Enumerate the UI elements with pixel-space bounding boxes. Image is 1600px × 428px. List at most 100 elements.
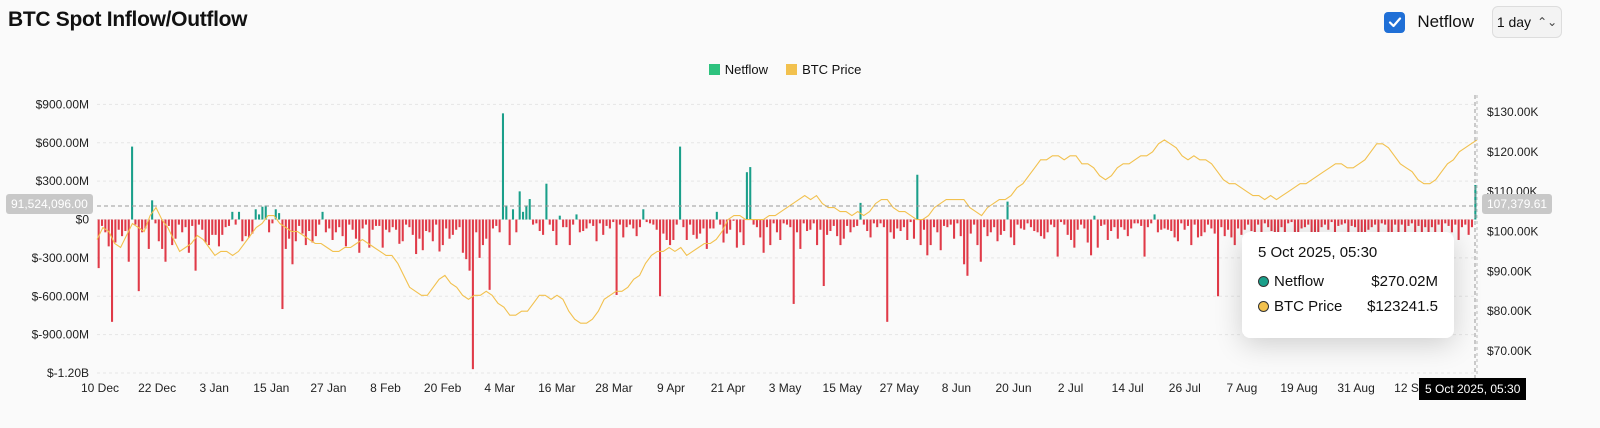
netflow-bar-outflow bbox=[856, 219, 859, 226]
x-tick-label: 4 Mar bbox=[484, 381, 515, 395]
netflow-bar-outflow bbox=[227, 219, 231, 226]
netflow-bar-outflow bbox=[418, 219, 421, 239]
netflow-bar-outflow bbox=[451, 219, 454, 235]
netflow-bar-outflow bbox=[207, 219, 210, 246]
x-tick-label: 3 Jan bbox=[200, 381, 229, 395]
netflow-bar-outflow bbox=[248, 219, 251, 238]
netflow-bar-outflow bbox=[191, 219, 194, 226]
netflow-bar-outflow bbox=[1273, 219, 1276, 234]
netflow-bar-outflow bbox=[1063, 219, 1066, 225]
netflow-bar-outflow bbox=[1150, 219, 1153, 224]
netflow-bar-outflow bbox=[485, 219, 488, 239]
netflow-bar-outflow bbox=[672, 219, 675, 240]
netflow-bar-outflow bbox=[705, 219, 708, 249]
interval-select[interactable]: 1 day ⌃⌄ bbox=[1492, 6, 1562, 38]
netflow-bar-outflow bbox=[1217, 219, 1220, 297]
netflow-checkbox[interactable] bbox=[1384, 11, 1406, 33]
netflow-bar-outflow bbox=[1394, 219, 1397, 225]
netflow-bar-outflow bbox=[1447, 219, 1450, 226]
netflow-bar-outflow bbox=[1170, 219, 1173, 232]
btc-price-line bbox=[96, 139, 1478, 324]
netflow-bar-outflow bbox=[592, 219, 595, 226]
netflow-bar-inflow bbox=[151, 200, 154, 220]
netflow-bar-outflow bbox=[1220, 219, 1223, 228]
x-tick-label: 3 May bbox=[769, 381, 802, 395]
netflow-bar-outflow bbox=[1387, 219, 1390, 239]
netflow-bar-outflow bbox=[615, 219, 618, 295]
netflow-bar-outflow bbox=[1083, 219, 1086, 229]
y-left-tick-label: $-300.00M bbox=[32, 251, 89, 265]
legend-label-btc-price: BTC Price bbox=[802, 62, 862, 77]
netflow-bar-outflow bbox=[1417, 219, 1420, 226]
chart-tooltip: 5 Oct 2025, 05:30 Netflow $270.02M BTC P… bbox=[1242, 232, 1454, 338]
netflow-bar-inflow bbox=[521, 211, 525, 220]
netflow-bar-outflow bbox=[1103, 219, 1106, 225]
netflow-bar-outflow bbox=[348, 219, 351, 225]
legend-item-netflow[interactable]: Netflow bbox=[708, 62, 768, 77]
netflow-bar-outflow bbox=[201, 219, 204, 230]
netflow-bar-outflow bbox=[802, 219, 805, 224]
netflow-bar-outflow bbox=[1186, 219, 1189, 226]
netflow-bar-outflow bbox=[983, 219, 986, 228]
legend-item-btc-price[interactable]: BTC Price bbox=[786, 62, 861, 77]
netflow-bar-outflow bbox=[999, 219, 1002, 235]
netflow-bar-outflow bbox=[602, 219, 605, 235]
x-tick-label: 20 Jun bbox=[995, 381, 1031, 395]
netflow-bar-outflow bbox=[471, 219, 474, 370]
netflow-bar-outflow bbox=[578, 219, 581, 233]
netflow-bar-outflow bbox=[425, 219, 428, 232]
netflow-bar-outflow bbox=[759, 219, 762, 238]
netflow-bar-outflow bbox=[334, 219, 337, 233]
netflow-bar-outflow bbox=[378, 219, 381, 226]
netflow-bar-outflow bbox=[1450, 219, 1453, 233]
netflow-bar-outflow bbox=[906, 219, 909, 240]
netflow-bar-inflow bbox=[131, 146, 134, 220]
netflow-bar-outflow bbox=[622, 219, 625, 238]
netflow-bar-outflow bbox=[211, 219, 214, 235]
y-left-tick-label: $300.00M bbox=[36, 174, 89, 188]
netflow-bar-outflow bbox=[308, 219, 311, 232]
netflow-bar-outflow bbox=[1173, 219, 1176, 238]
netflow-bar-outflow bbox=[969, 219, 972, 234]
netflow-bar-outflow bbox=[111, 219, 114, 322]
y-right-tick-label: $70.00K bbox=[1487, 344, 1532, 358]
netflow-bar-outflow bbox=[1123, 219, 1126, 230]
x-tick-label: 22 Dec bbox=[138, 381, 176, 395]
netflow-bar-outflow bbox=[953, 219, 956, 239]
netflow-bar-outflow bbox=[294, 219, 297, 242]
netflow-bar-outflow bbox=[214, 219, 217, 235]
netflow-bar-outflow bbox=[1026, 219, 1029, 224]
netflow-bar-outflow bbox=[1223, 219, 1226, 237]
netflow-bar-outflow bbox=[645, 219, 648, 223]
netflow-bar-outflow bbox=[973, 219, 976, 225]
netflow-bar-outflow bbox=[538, 219, 541, 232]
netflow-bar-inflow bbox=[261, 206, 264, 220]
netflow-bar-outflow bbox=[695, 219, 698, 239]
netflow-bar-outflow bbox=[171, 219, 174, 246]
netflow-bar-outflow bbox=[725, 219, 728, 234]
netflow-toggle-label[interactable]: Netflow bbox=[1417, 12, 1474, 31]
netflow-bar-outflow bbox=[552, 219, 555, 232]
netflow-bar-outflow bbox=[1019, 219, 1022, 229]
netflow-bar-outflow bbox=[662, 219, 665, 234]
netflow-bar-outflow bbox=[241, 219, 244, 242]
netflow-bar-outflow bbox=[234, 219, 237, 225]
netflow-bar-outflow bbox=[1120, 219, 1123, 228]
netflow-bar-outflow bbox=[371, 219, 374, 230]
netflow-bar-outflow bbox=[806, 219, 809, 232]
netflow-bar-outflow bbox=[1467, 219, 1470, 235]
x-tick-label: 21 Apr bbox=[711, 381, 746, 395]
netflow-bar-outflow bbox=[498, 219, 501, 233]
netflow-bar-outflow bbox=[1113, 219, 1116, 228]
netflow-bar-outflow bbox=[1354, 219, 1357, 228]
netflow-bar-inflow bbox=[715, 211, 718, 220]
netflow-bar-outflow bbox=[288, 219, 291, 239]
crosshair-right-value: 107,379.61 bbox=[1482, 194, 1553, 214]
netflow-bar-outflow bbox=[1156, 219, 1159, 233]
netflow-bar-outflow bbox=[181, 219, 184, 233]
netflow-bar-outflow bbox=[515, 219, 518, 233]
netflow-bar-outflow bbox=[1347, 219, 1350, 238]
netflow-bar-outflow bbox=[1193, 219, 1196, 225]
netflow-bar-outflow bbox=[157, 219, 160, 242]
